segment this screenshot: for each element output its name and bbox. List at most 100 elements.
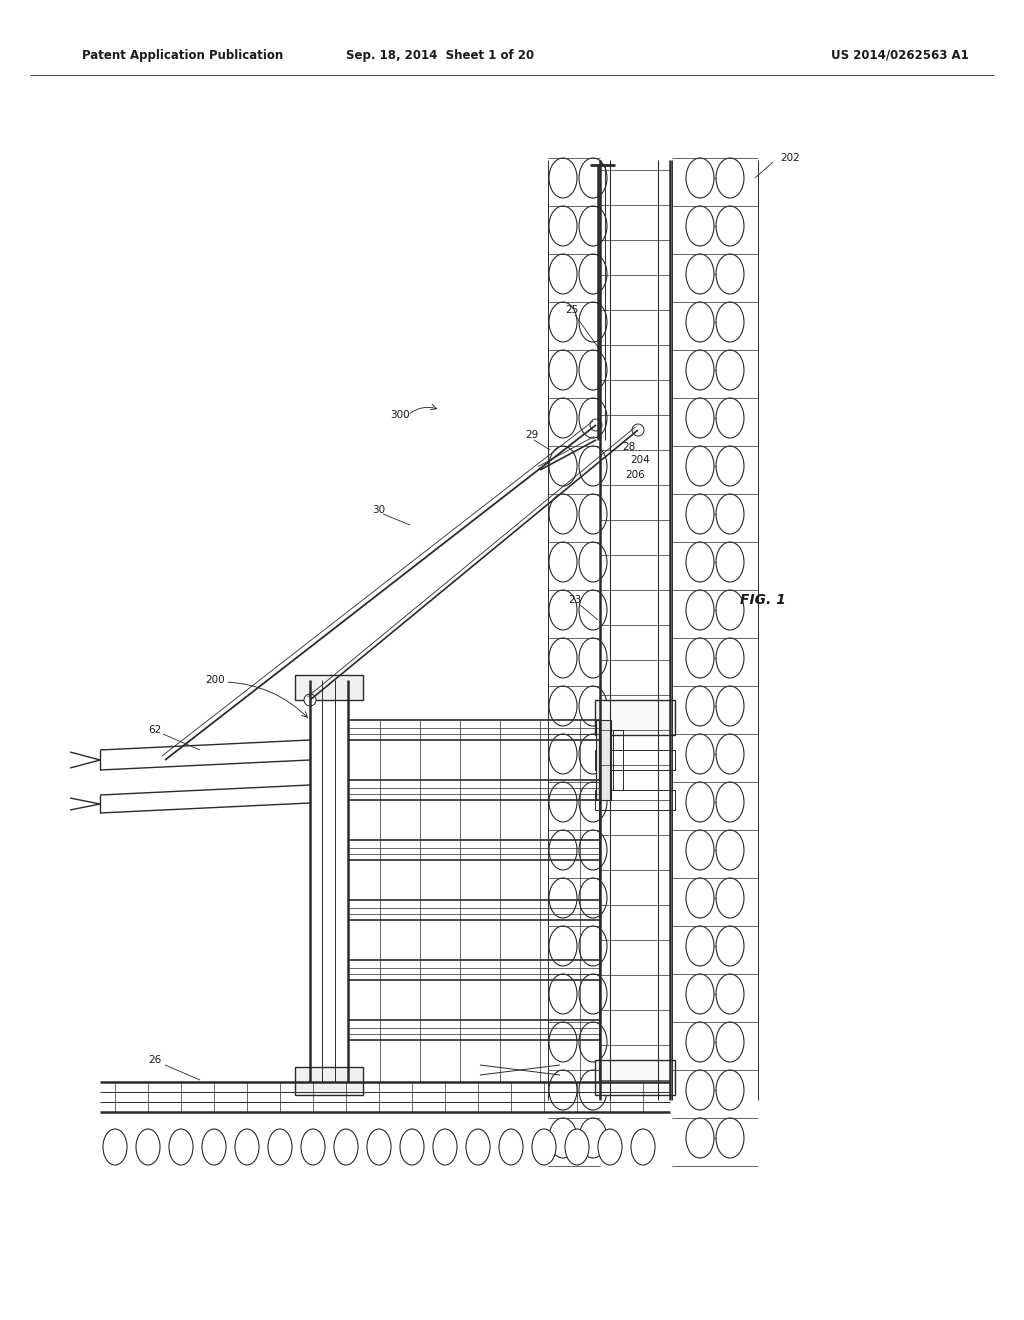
Ellipse shape xyxy=(686,590,714,630)
Ellipse shape xyxy=(686,494,714,535)
Ellipse shape xyxy=(686,253,714,294)
Ellipse shape xyxy=(579,927,607,966)
Ellipse shape xyxy=(499,1129,523,1166)
Text: FIG. 1: FIG. 1 xyxy=(740,593,785,607)
Ellipse shape xyxy=(549,302,577,342)
Circle shape xyxy=(304,694,316,706)
Ellipse shape xyxy=(549,927,577,966)
Ellipse shape xyxy=(686,158,714,198)
Ellipse shape xyxy=(579,1071,607,1110)
Ellipse shape xyxy=(579,543,607,582)
Ellipse shape xyxy=(716,302,744,342)
Ellipse shape xyxy=(202,1129,226,1166)
Ellipse shape xyxy=(686,734,714,774)
Ellipse shape xyxy=(549,399,577,438)
Text: 25: 25 xyxy=(565,305,579,315)
Ellipse shape xyxy=(686,446,714,486)
Ellipse shape xyxy=(579,446,607,486)
Text: Sep. 18, 2014  Sheet 1 of 20: Sep. 18, 2014 Sheet 1 of 20 xyxy=(346,49,535,62)
Bar xyxy=(595,700,675,735)
Text: 200: 200 xyxy=(205,675,224,685)
Ellipse shape xyxy=(579,974,607,1014)
Ellipse shape xyxy=(334,1129,358,1166)
Ellipse shape xyxy=(686,781,714,822)
Bar xyxy=(295,675,362,700)
Ellipse shape xyxy=(549,253,577,294)
Ellipse shape xyxy=(686,638,714,678)
Ellipse shape xyxy=(301,1129,325,1166)
Text: US 2014/0262563 A1: US 2014/0262563 A1 xyxy=(831,49,969,62)
Text: Patent Application Publication: Patent Application Publication xyxy=(82,49,284,62)
Ellipse shape xyxy=(549,974,577,1014)
Ellipse shape xyxy=(103,1129,127,1166)
Ellipse shape xyxy=(686,543,714,582)
Ellipse shape xyxy=(631,1129,655,1166)
Circle shape xyxy=(590,418,602,432)
Ellipse shape xyxy=(549,494,577,535)
Ellipse shape xyxy=(686,974,714,1014)
Bar xyxy=(613,730,623,789)
Ellipse shape xyxy=(686,686,714,726)
Ellipse shape xyxy=(686,1022,714,1063)
Ellipse shape xyxy=(686,830,714,870)
Ellipse shape xyxy=(549,1071,577,1110)
Ellipse shape xyxy=(268,1129,292,1166)
Ellipse shape xyxy=(716,927,744,966)
Ellipse shape xyxy=(716,158,744,198)
Ellipse shape xyxy=(579,1118,607,1158)
Ellipse shape xyxy=(565,1129,589,1166)
Ellipse shape xyxy=(579,302,607,342)
Ellipse shape xyxy=(532,1129,556,1166)
Ellipse shape xyxy=(686,878,714,917)
Ellipse shape xyxy=(549,734,577,774)
Bar xyxy=(595,750,675,770)
Ellipse shape xyxy=(549,638,577,678)
Ellipse shape xyxy=(716,590,744,630)
Ellipse shape xyxy=(549,781,577,822)
Ellipse shape xyxy=(716,399,744,438)
Ellipse shape xyxy=(466,1129,490,1166)
Ellipse shape xyxy=(579,494,607,535)
Ellipse shape xyxy=(686,399,714,438)
Ellipse shape xyxy=(716,830,744,870)
Ellipse shape xyxy=(579,734,607,774)
Ellipse shape xyxy=(686,1071,714,1110)
Text: 300: 300 xyxy=(390,411,410,420)
Ellipse shape xyxy=(716,446,744,486)
Ellipse shape xyxy=(579,350,607,389)
Ellipse shape xyxy=(716,494,744,535)
Ellipse shape xyxy=(716,974,744,1014)
Ellipse shape xyxy=(686,927,714,966)
Ellipse shape xyxy=(549,830,577,870)
Ellipse shape xyxy=(716,253,744,294)
Text: 202: 202 xyxy=(780,153,800,162)
Ellipse shape xyxy=(716,1118,744,1158)
Text: 26: 26 xyxy=(148,1055,161,1065)
Text: 206: 206 xyxy=(625,470,645,480)
Ellipse shape xyxy=(169,1129,193,1166)
Ellipse shape xyxy=(716,686,744,726)
Ellipse shape xyxy=(579,1022,607,1063)
Ellipse shape xyxy=(549,1118,577,1158)
Ellipse shape xyxy=(716,1022,744,1063)
Ellipse shape xyxy=(579,781,607,822)
Text: 62: 62 xyxy=(148,725,161,735)
Ellipse shape xyxy=(136,1129,160,1166)
Ellipse shape xyxy=(716,878,744,917)
Ellipse shape xyxy=(579,830,607,870)
Text: 29: 29 xyxy=(525,430,539,440)
Ellipse shape xyxy=(549,206,577,246)
Ellipse shape xyxy=(579,878,607,917)
Circle shape xyxy=(632,424,644,436)
Text: 204: 204 xyxy=(630,455,650,465)
Ellipse shape xyxy=(686,206,714,246)
Ellipse shape xyxy=(400,1129,424,1166)
Ellipse shape xyxy=(549,686,577,726)
Bar xyxy=(596,719,611,800)
Ellipse shape xyxy=(579,253,607,294)
Ellipse shape xyxy=(433,1129,457,1166)
Ellipse shape xyxy=(579,638,607,678)
Ellipse shape xyxy=(716,543,744,582)
Text: 28: 28 xyxy=(622,442,635,451)
Ellipse shape xyxy=(549,350,577,389)
